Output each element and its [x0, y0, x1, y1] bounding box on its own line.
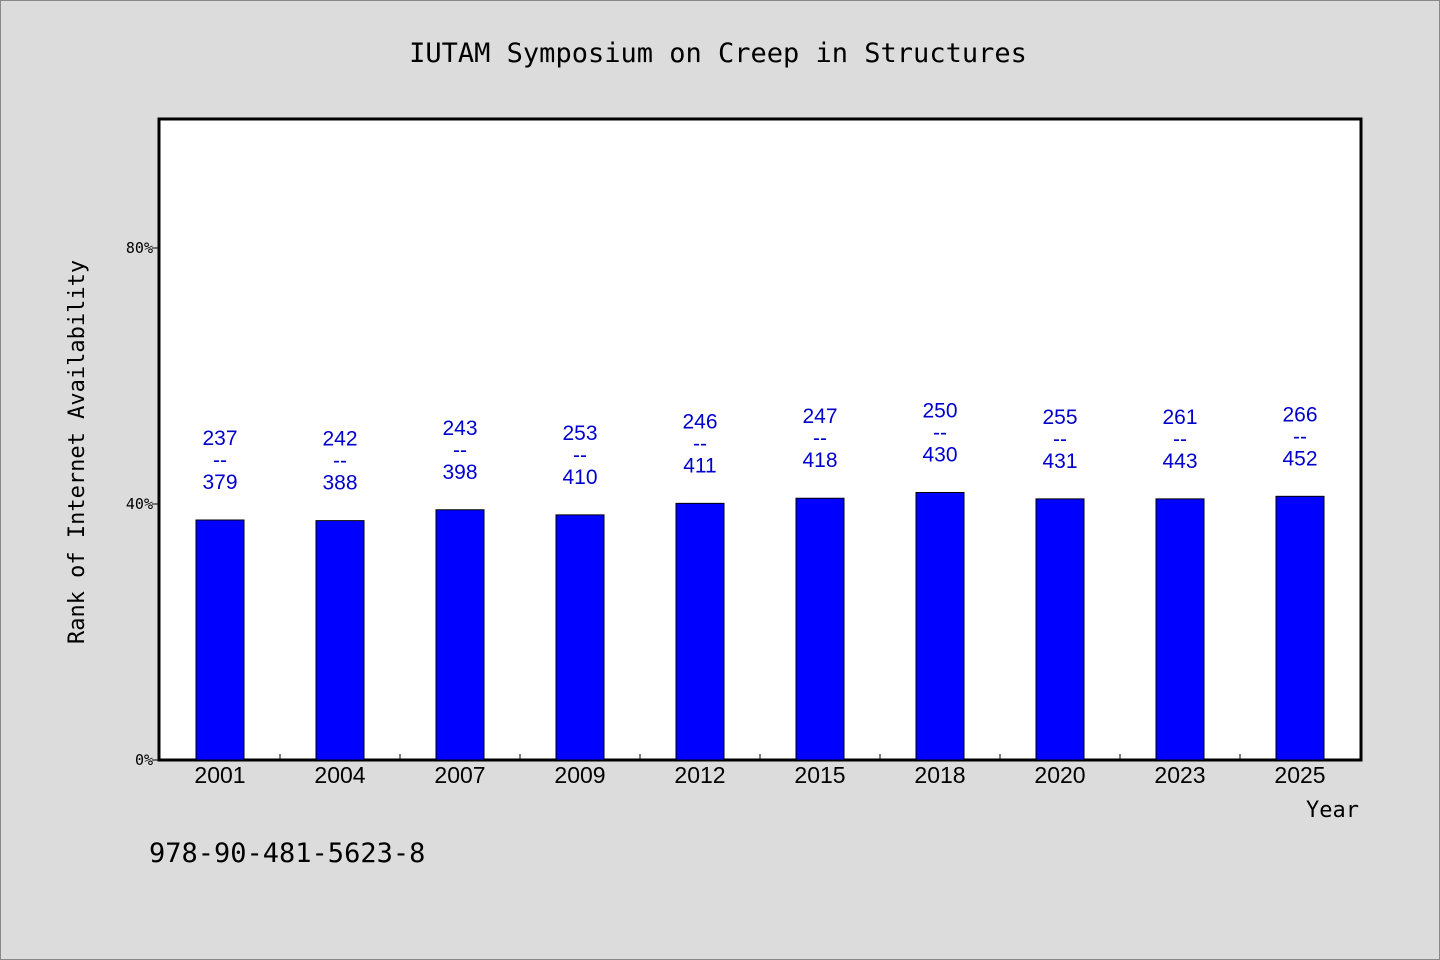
isbn-text: 978-90-481-5623-8: [149, 838, 425, 869]
total-label: 410: [562, 466, 597, 489]
total-label: 388: [322, 472, 357, 495]
x-tick-label: 2023: [1154, 762, 1205, 788]
x-tick-label: 2025: [1274, 762, 1325, 788]
label-separator: --: [933, 421, 947, 444]
x-axis-label: Year: [1306, 798, 1359, 823]
rank-label: 242: [322, 428, 357, 451]
bar-2023: [1155, 498, 1205, 761]
label-separator: --: [453, 439, 467, 462]
total-label: 418: [802, 449, 837, 472]
total-label: 379: [202, 471, 237, 494]
rank-label: 237: [202, 427, 237, 450]
total-label: 452: [1282, 447, 1317, 470]
x-tick-label: 2020: [1034, 762, 1085, 788]
bar-2025: [1275, 495, 1325, 761]
total-label: 398: [442, 461, 477, 484]
total-label: 411: [683, 454, 716, 477]
total-label: 443: [1162, 450, 1197, 473]
label-separator: --: [333, 450, 347, 473]
bar-2001: [195, 519, 245, 761]
bar-2020: [1035, 498, 1085, 761]
chart-title: IUTAM Symposium on Creep in Structures: [409, 38, 1027, 69]
x-axis-ticks: 2001 2004 2007 2009 2012 2015 2018 2020 2023 2025: [194, 754, 1326, 788]
bar-2004: [315, 520, 365, 761]
label-separator: --: [213, 449, 227, 472]
label-separator: --: [693, 432, 707, 455]
total-label: 431: [1042, 450, 1077, 473]
y-tick-label: 40%: [126, 495, 153, 513]
label-separator: --: [1293, 425, 1307, 448]
rank-label: 247: [802, 405, 837, 428]
x-tick-label: 2015: [794, 762, 845, 788]
rank-label: 266: [1282, 403, 1317, 426]
bar-2012: [675, 502, 725, 761]
label-separator: --: [1173, 428, 1187, 451]
y-axis-ticks: 0% 40% 80%: [126, 239, 160, 769]
y-axis-label: Rank of Internet Availability: [65, 260, 90, 644]
rank-label: 261: [1162, 406, 1197, 429]
rank-label: 246: [682, 410, 717, 433]
x-tick-label: 2018: [914, 762, 965, 788]
rank-label: 255: [1042, 406, 1077, 429]
bar-2018: [915, 491, 965, 761]
label-separator: --: [573, 444, 587, 467]
x-tick-label: 2009: [554, 762, 605, 788]
bar-2015: [795, 497, 845, 761]
bars-group: [195, 491, 1325, 761]
data-labels-group: 237--379242--388243--398253--410246--411…: [202, 399, 1317, 494]
label-separator: --: [1053, 428, 1067, 451]
label-separator: --: [813, 427, 827, 450]
y-tick-label: 0%: [135, 751, 153, 769]
bar-2009: [555, 514, 605, 761]
x-tick-label: 2012: [674, 762, 725, 788]
rank-label: 253: [562, 422, 597, 445]
x-tick-label: 2004: [314, 762, 365, 788]
x-tick-label: 2007: [434, 762, 485, 788]
bar-2007: [435, 509, 485, 761]
rank-label: 243: [442, 417, 477, 440]
y-tick-label: 80%: [126, 239, 153, 257]
rank-label: 250: [922, 399, 957, 422]
total-label: 430: [922, 443, 957, 466]
x-tick-label: 2001: [194, 762, 245, 788]
